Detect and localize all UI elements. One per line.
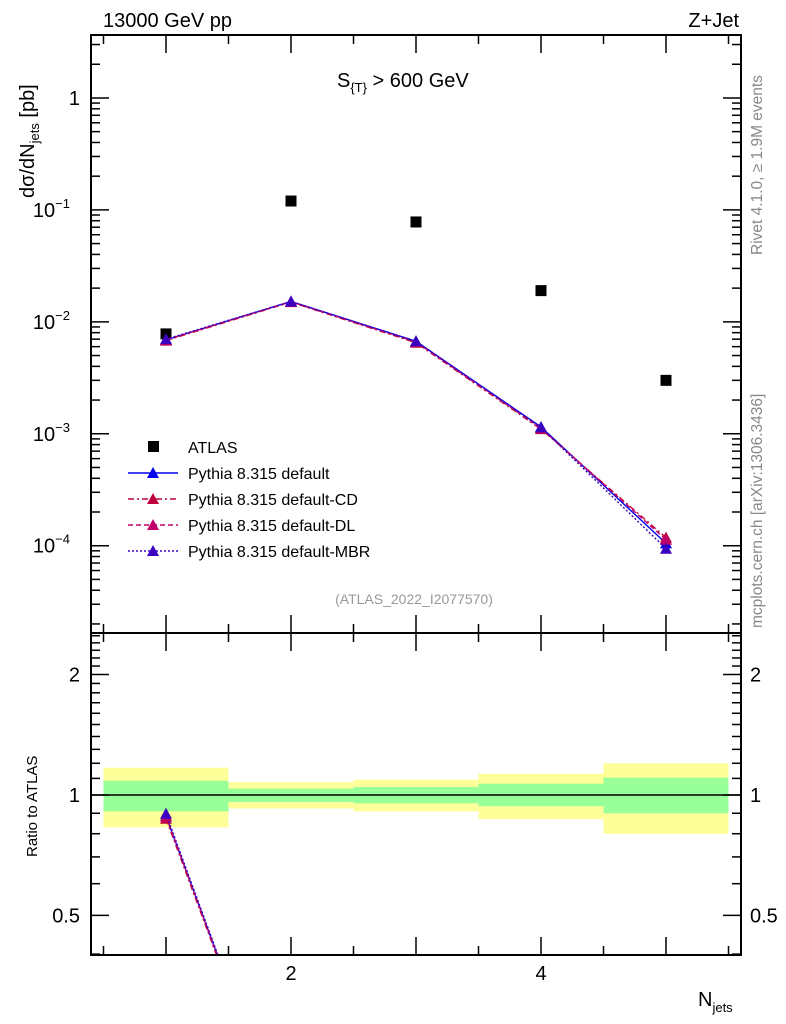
ratio-ticks: 0.5 0.5 1 1 2 2 2 4	[52, 635, 778, 985]
atlas-data-point	[660, 374, 672, 386]
ratio-y-tick-label-left: 1	[69, 785, 80, 807]
legend-entry-atlas: ATLAS	[148, 440, 238, 457]
main-y-axis-label: dσ/dNjets [pb]	[17, 84, 42, 198]
ratio-y-tick-label-right: 0.5	[750, 905, 778, 927]
legend-entry-mbr: Pythia 8.315 default-MBR	[128, 544, 370, 561]
legend-entry-dl: Pythia 8.315 default-DL	[128, 518, 355, 535]
y-tick-label: 10−2	[33, 308, 70, 334]
ratio-y-tick-label-right: 2	[750, 665, 761, 687]
main-data-layer	[160, 195, 672, 554]
x-tick-label: 4	[535, 963, 546, 985]
ratio-y-tick-label-right: 1	[750, 785, 761, 807]
mbr-ratio-marker	[160, 807, 172, 819]
y-tick-label: 10−3	[33, 420, 70, 446]
mbr-marker	[285, 295, 297, 307]
triangle-marker-icon	[147, 493, 159, 504]
atlas-data-point	[535, 285, 547, 297]
legend-label: ATLAS	[188, 440, 238, 457]
legend-label: Pythia 8.315 default-DL	[188, 518, 355, 535]
x-tick-label: 2	[285, 963, 296, 985]
triangle-marker-icon	[147, 545, 159, 556]
atlas-data-point	[410, 216, 422, 228]
mbr-marker	[410, 335, 422, 347]
rivet-version-label: Rivet 4.1.0, ≥ 1.9M events	[749, 75, 766, 255]
atlas-marker-icon	[148, 441, 159, 452]
cd-ratio-line	[165, 818, 218, 956]
ratio-y-axis-label: Ratio to ATLAS	[24, 756, 41, 857]
triangle-marker-icon	[147, 467, 159, 478]
legend-entry-default: Pythia 8.315 default	[128, 466, 330, 483]
legend-label: Pythia 8.315 default-MBR	[188, 544, 370, 561]
header-process: 13000 GeV pp	[103, 10, 232, 32]
y-tick-label: 10−1	[33, 196, 70, 222]
main-title: S{T} > 600 GeV	[337, 70, 469, 95]
mbr-marker	[660, 542, 672, 554]
dl-ratio-line	[165, 816, 218, 956]
mbr-marker	[160, 333, 172, 345]
ratio-data-layer	[91, 763, 741, 956]
mbr-ratio-line	[165, 813, 219, 956]
legend: ATLAS Pythia 8.315 default Pythia 8.315 de…	[128, 440, 370, 561]
dl-marker	[660, 533, 672, 545]
main-ticks: 1 10−1 10−2 10−3 10−4	[33, 35, 741, 955]
analysis-id-label: (ATLAS_2022_I2077570)	[335, 591, 493, 607]
y-tick-label: 1	[69, 88, 80, 110]
ratio-panel: 0.5 0.5 1 1 2 2 2 4 Ratio to ATLAS Njets	[24, 632, 778, 1015]
legend-label: Pythia 8.315 default-CD	[188, 492, 358, 509]
atlas-data-point	[285, 195, 297, 207]
ratio-y-tick-label-left: 0.5	[52, 905, 80, 927]
ratio-y-tick-label-left: 2	[69, 665, 80, 687]
header-observable: Z+Jet	[688, 10, 739, 32]
x-axis-label: Njets	[698, 989, 733, 1015]
y-tick-label: 10−4	[33, 532, 70, 558]
mbr-marker	[535, 421, 547, 433]
main-panel: 1 10−1 10−2 10−3 10−4 S{T} > 600 GeV dσ/dNje…	[17, 34, 742, 955]
triangle-marker-icon	[147, 519, 159, 530]
legend-label: Pythia 8.315 default	[188, 466, 330, 483]
uncertainty-band-inner	[103, 780, 229, 812]
legend-entry-cd: Pythia 8.315 default-CD	[128, 492, 358, 509]
mcplots-label: mcplots.cern.ch [arXiv:1306.3436]	[749, 394, 766, 628]
ratio-frame	[90, 632, 742, 956]
